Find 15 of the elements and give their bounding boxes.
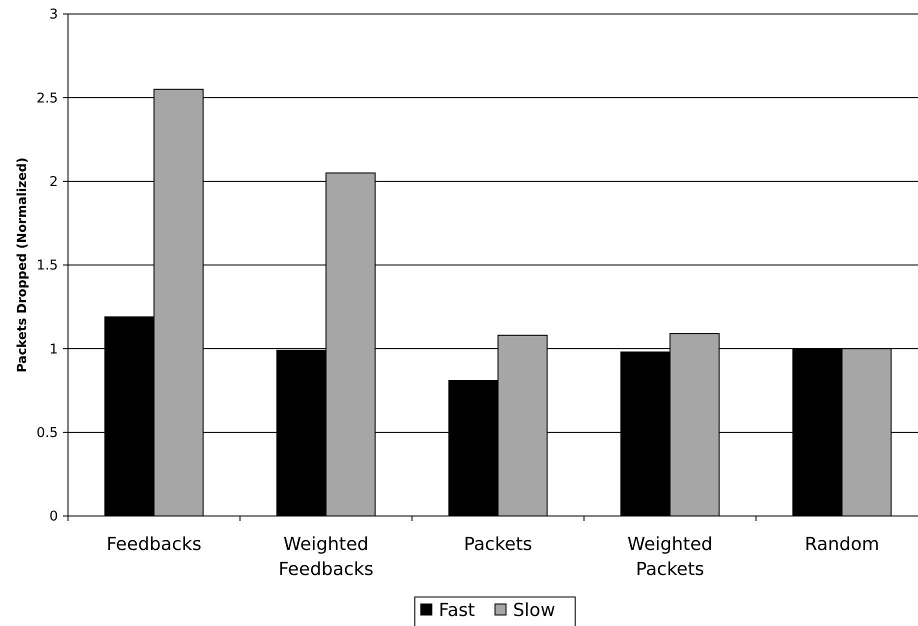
y-tick-label: 0.5 — [36, 425, 58, 442]
y-tick-label: 2 — [49, 174, 58, 190]
y-tick-label: 0 — [49, 508, 58, 525]
x-tick-label: Feedbacks — [106, 534, 202, 555]
y-tick-label: 1.5 — [36, 258, 58, 274]
x-tick-label: Random — [804, 534, 880, 555]
legend-label: Slow — [513, 600, 556, 621]
y-tick-label: 1 — [49, 341, 58, 358]
y-tick-label: 3 — [49, 6, 58, 23]
legend-label: Fast — [438, 600, 475, 621]
y-axis-title: Packets Dropped (Normalized) — [14, 157, 29, 373]
x-tick-label: Packets — [464, 534, 532, 555]
y-tick-label: 2.5 — [36, 90, 58, 106]
x-tick-label: Weighted Packets — [627, 534, 713, 580]
x-tick-label: Weighted Feedbacks — [278, 534, 374, 580]
